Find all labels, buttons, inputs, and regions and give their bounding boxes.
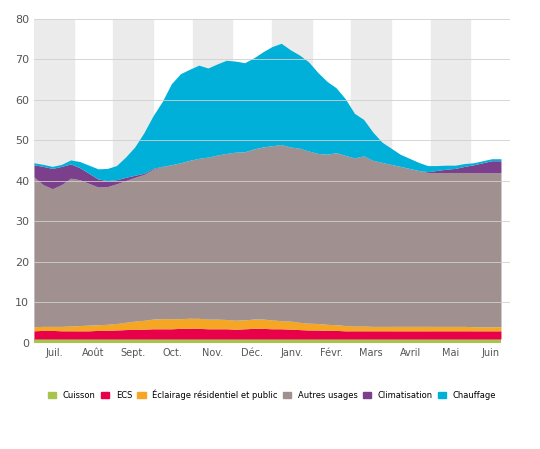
Bar [272,19,312,343]
Bar [431,19,470,343]
Bar [352,19,391,343]
Bar [193,19,232,343]
Bar [34,19,73,343]
Legend: Cuisson, ECS, Éclairage résidentiel et public, Autres usages, Climatisation, Cha: Cuisson, ECS, Éclairage résidentiel et p… [48,389,496,400]
Bar [113,19,153,343]
